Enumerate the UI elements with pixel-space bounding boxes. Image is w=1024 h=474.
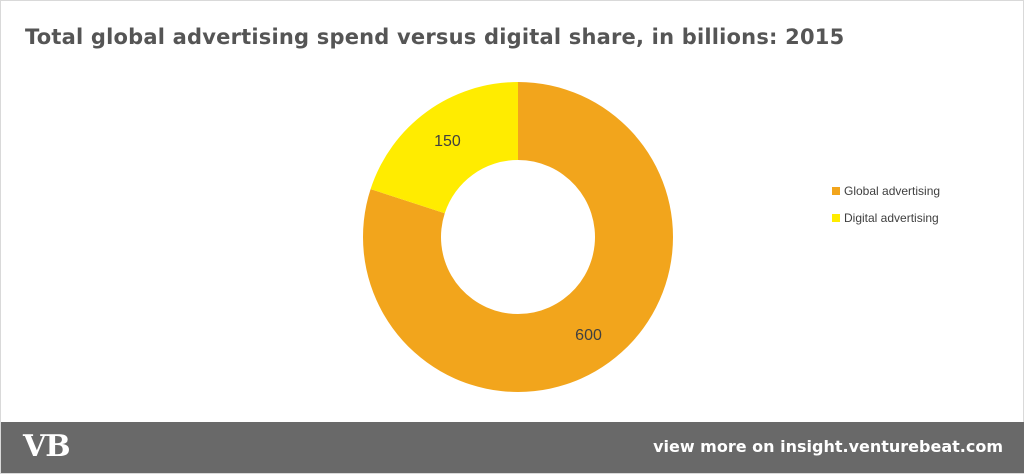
view-more-link[interactable]: view more on insight.venturebeat.com [653, 437, 1003, 456]
legend-label-digital-advertising: Digital advertising [844, 211, 939, 225]
donut-chart: 600 150 Global advertising Digital advertis… [363, 82, 940, 392]
legend-swatch-digital-advertising [832, 214, 840, 222]
donut-slice-global-advertising [363, 82, 673, 392]
footer-bar: VB view more on insight.venturebeat.com [1, 422, 1024, 473]
legend-swatch-global-advertising [832, 187, 840, 195]
legend-label-global-advertising: Global advertising [844, 184, 940, 198]
vb-logo[interactable]: VB [23, 429, 71, 464]
data-label-digital-advertising: 150 [434, 133, 461, 150]
data-label-global-advertising: 600 [575, 327, 602, 344]
chart-title: Total global advertising spend versus di… [25, 25, 845, 49]
donut-slice-digital-advertising [370, 82, 518, 214]
